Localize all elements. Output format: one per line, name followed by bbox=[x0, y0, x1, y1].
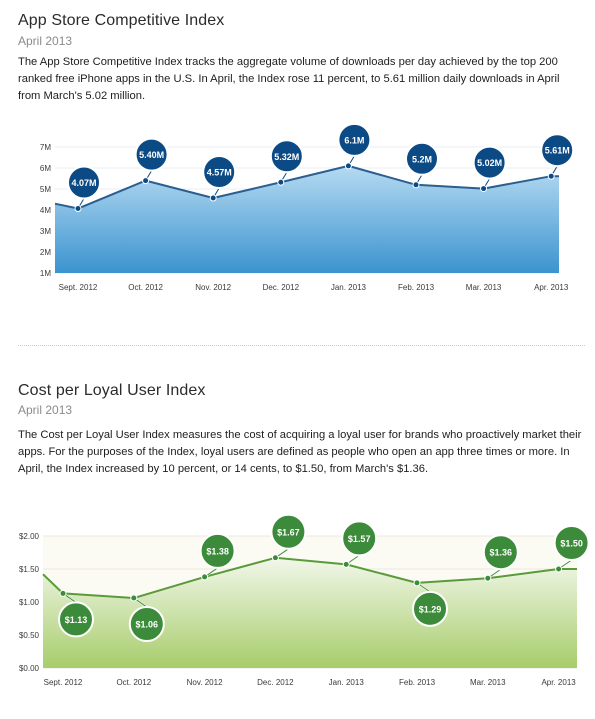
data-label-bubble bbox=[341, 520, 378, 557]
data-point bbox=[344, 162, 352, 170]
data-point bbox=[484, 574, 492, 582]
cost-per-loyal-user-chart: $0.00 $0.50 $1.00 $1.50 $2.00 Sept. 2012 Oct. … bbox=[19, 513, 590, 687]
data-label: 5.40M bbox=[139, 150, 164, 160]
data-label-bubble bbox=[482, 534, 519, 571]
data-label: $1.06 bbox=[136, 620, 159, 630]
data-point bbox=[277, 178, 285, 186]
x-tick-label: Apr. 2013 bbox=[541, 678, 576, 687]
data-label-bubble bbox=[202, 155, 237, 190]
data-label-bubble bbox=[412, 590, 448, 627]
data-point bbox=[201, 573, 209, 581]
app-store-index-chart: 1M 2M 3M 4M 5M 6M 7M Sept. 2012 Oct. 2012 Nov. 20… bbox=[40, 122, 575, 292]
series-area bbox=[55, 165, 559, 273]
data-label-bubble bbox=[134, 137, 169, 172]
data-label: 6.1M bbox=[344, 135, 364, 145]
section-description: The Cost per Loyal User Index measures t… bbox=[18, 429, 582, 475]
y-tick-label: 4M bbox=[40, 206, 51, 215]
data-label-bubble bbox=[472, 145, 507, 180]
section-description: The App Store Competitive Index tracks t… bbox=[18, 56, 560, 102]
y-tick-label: 6M bbox=[40, 164, 51, 173]
data-label-bubble bbox=[270, 513, 307, 550]
data-label-bubble bbox=[540, 133, 575, 168]
x-tick-label: Dec. 2012 bbox=[257, 678, 294, 687]
data-point bbox=[342, 560, 350, 568]
data-label: $1.67 bbox=[277, 527, 300, 537]
data-point bbox=[413, 579, 421, 587]
x-tick-label: Mar. 2013 bbox=[470, 678, 506, 687]
app-store-index-section: App Store Competitive Index April 2013 T… bbox=[0, 0, 595, 340]
x-tick-label: Feb. 2013 bbox=[398, 283, 435, 292]
y-tick-label: $0.50 bbox=[19, 631, 40, 640]
data-point bbox=[271, 554, 279, 562]
y-tick-label: $0.00 bbox=[19, 664, 40, 673]
data-label: 5.61M bbox=[545, 146, 570, 156]
data-label: $1.57 bbox=[348, 534, 371, 544]
section-title: App Store Competitive Index bbox=[18, 12, 225, 29]
data-label: $1.50 bbox=[560, 539, 583, 549]
data-label-bubble bbox=[199, 532, 236, 569]
data-point bbox=[130, 594, 138, 602]
data-label-bubble bbox=[553, 525, 590, 561]
y-tick-label: $2.00 bbox=[19, 532, 40, 541]
y-tick-label: 7M bbox=[40, 143, 51, 152]
x-tick-label: Jan. 2013 bbox=[331, 283, 367, 292]
data-point bbox=[142, 177, 150, 185]
data-point bbox=[74, 205, 82, 213]
data-point bbox=[547, 172, 555, 180]
data-label: 5.32M bbox=[274, 152, 299, 162]
y-tick-label: $1.50 bbox=[19, 565, 40, 574]
data-label: $1.36 bbox=[490, 548, 513, 558]
data-label: $1.29 bbox=[419, 604, 442, 614]
x-tick-label: Dec. 2012 bbox=[263, 283, 300, 292]
data-label-bubble bbox=[269, 139, 304, 174]
data-label-bubble bbox=[58, 601, 94, 638]
data-label-bubble bbox=[405, 141, 439, 176]
series-line bbox=[54, 164, 559, 210]
y-tick-label: 1M bbox=[40, 269, 51, 278]
x-tick-label: Nov. 2012 bbox=[195, 283, 231, 292]
data-point bbox=[480, 185, 488, 193]
data-label-bubble bbox=[337, 122, 372, 157]
data-label: 5.02M bbox=[477, 158, 502, 168]
data-point bbox=[412, 181, 420, 189]
y-tick-label: 5M bbox=[40, 185, 51, 194]
y-tick-label: $1.00 bbox=[19, 598, 40, 607]
data-point bbox=[59, 589, 67, 597]
y-tick-label: 3M bbox=[40, 227, 51, 236]
x-tick-label: Sept. 2012 bbox=[44, 678, 83, 687]
x-tick-label: Jan. 2013 bbox=[329, 678, 365, 687]
x-tick-label: Mar. 2013 bbox=[466, 283, 502, 292]
data-point bbox=[209, 194, 217, 202]
x-tick-label: Oct. 2012 bbox=[116, 678, 151, 687]
x-tick-label: Apr. 2013 bbox=[534, 283, 569, 292]
data-label: 5.2M bbox=[412, 154, 432, 164]
data-label: 4.07M bbox=[71, 178, 96, 188]
x-tick-label: Sept. 2012 bbox=[59, 283, 98, 292]
section-title: Cost per Loyal User Index bbox=[18, 382, 206, 399]
x-tick-label: Oct. 2012 bbox=[128, 283, 163, 292]
x-tick-label: Feb. 2013 bbox=[399, 678, 436, 687]
x-tick-label: Nov. 2012 bbox=[187, 678, 223, 687]
cost-per-loyal-user-section: Cost per Loyal User Index April 2013 The… bbox=[0, 380, 595, 719]
data-label: 4.57M bbox=[207, 168, 232, 178]
series-line bbox=[42, 556, 577, 600]
y-tick-label: 2M bbox=[40, 248, 51, 257]
section-divider bbox=[18, 345, 585, 346]
data-label-bubble bbox=[67, 165, 101, 200]
data-label-bubble bbox=[128, 606, 165, 643]
data-label: $1.38 bbox=[206, 546, 229, 556]
section-date: April 2013 bbox=[18, 403, 73, 417]
section-date: April 2013 bbox=[18, 34, 73, 48]
data-point bbox=[555, 565, 563, 573]
data-label: $1.13 bbox=[65, 615, 88, 625]
